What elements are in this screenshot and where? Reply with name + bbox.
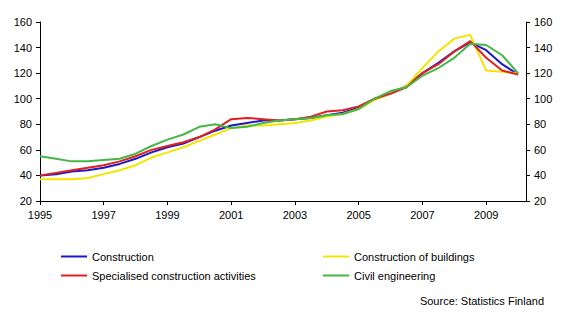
svg-text:2001: 2001 [219,209,243,221]
svg-text:140: 140 [14,42,32,54]
svg-text:1997: 1997 [91,209,115,221]
svg-text:2009: 2009 [474,209,498,221]
svg-text:160: 160 [534,16,552,28]
svg-text:Source: Statistics Finland: Source: Statistics Finland [420,295,544,307]
svg-text:40: 40 [20,169,32,181]
svg-text:2005: 2005 [346,209,370,221]
svg-text:140: 140 [534,42,552,54]
svg-text:20: 20 [20,195,32,207]
svg-text:Specialised construction activ: Specialised construction activities [92,270,256,282]
svg-text:60: 60 [534,144,546,156]
svg-text:1995: 1995 [28,209,52,221]
svg-text:120: 120 [534,67,552,79]
svg-text:1999: 1999 [155,209,179,221]
svg-text:100: 100 [14,93,32,105]
svg-text:20: 20 [534,195,546,207]
svg-text:2007: 2007 [410,209,434,221]
svg-text:Construction: Construction [92,251,154,263]
svg-text:Construction of buildings: Construction of buildings [354,251,475,263]
svg-text:80: 80 [534,118,546,130]
svg-text:60: 60 [20,144,32,156]
svg-text:100: 100 [534,93,552,105]
svg-text:120: 120 [14,67,32,79]
svg-text:Civil engineering: Civil engineering [354,270,435,282]
svg-text:80: 80 [20,118,32,130]
svg-text:40: 40 [534,169,546,181]
svg-text:160: 160 [14,16,32,28]
svg-text:2003: 2003 [283,209,307,221]
